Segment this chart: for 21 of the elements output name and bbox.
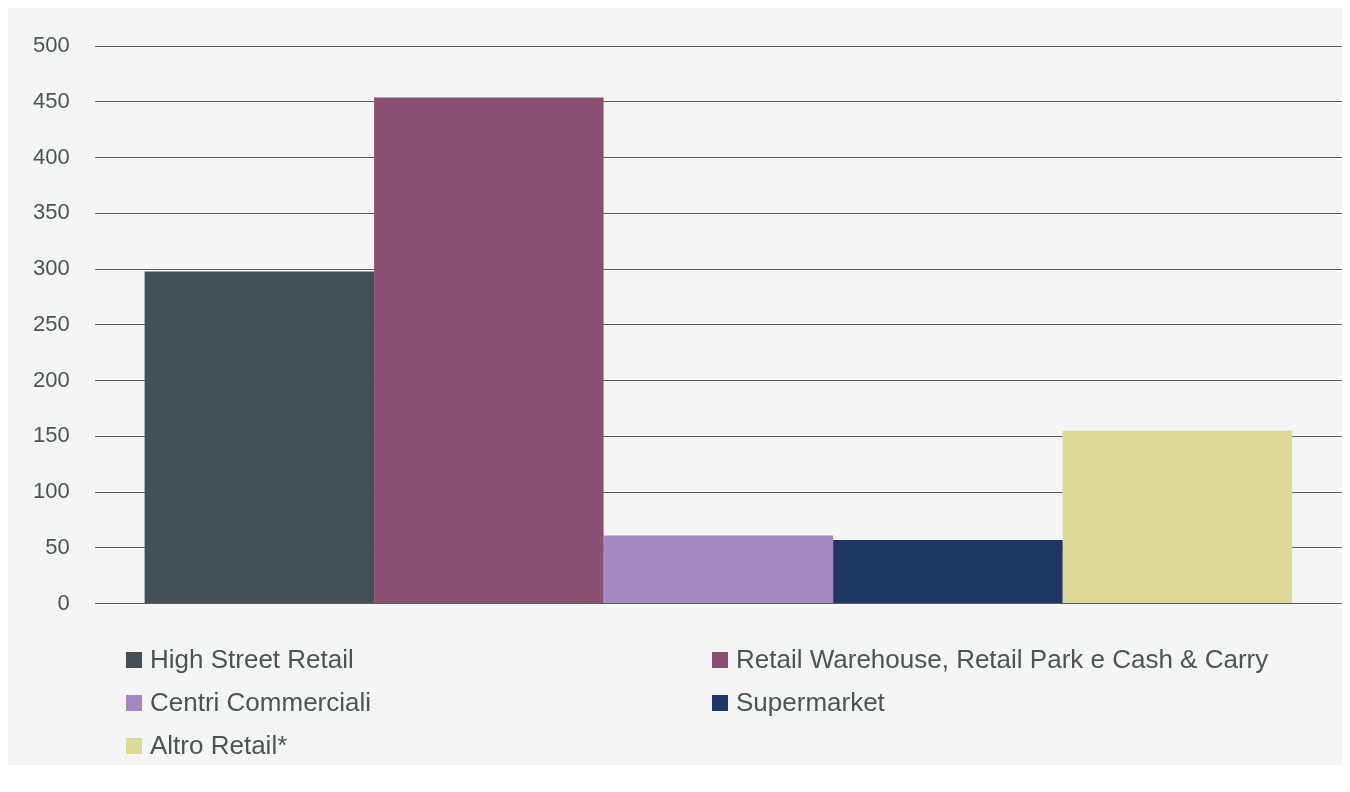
y-tick-label: 400	[32, 143, 70, 169]
legend-label: Supermarket	[736, 687, 885, 718]
legend-label: High Street Retail	[150, 644, 354, 675]
y-tick-label: 150	[32, 422, 70, 448]
bar	[374, 97, 604, 604]
y-tick-label: 100	[32, 478, 70, 504]
y-tick-label: 500	[32, 32, 70, 58]
legend-label: Retail Warehouse, Retail Park e Cash & Carry	[736, 644, 1269, 675]
y-tick-label: 250	[32, 310, 70, 336]
legend-label: Altro Retail*	[150, 730, 288, 761]
y-tick-label: 50	[45, 533, 70, 559]
bar	[144, 271, 375, 604]
y-tick-label: 350	[32, 199, 70, 225]
y-tick-label: 0	[57, 589, 70, 615]
y-tick-label: 450	[32, 88, 70, 113]
bar	[1062, 430, 1293, 604]
bar	[603, 535, 834, 604]
legend-label: Centri Commerciali	[150, 687, 372, 718]
y-tick-label: 200	[32, 366, 70, 392]
bar	[833, 540, 1063, 604]
y-tick-label: 300	[32, 255, 70, 281]
